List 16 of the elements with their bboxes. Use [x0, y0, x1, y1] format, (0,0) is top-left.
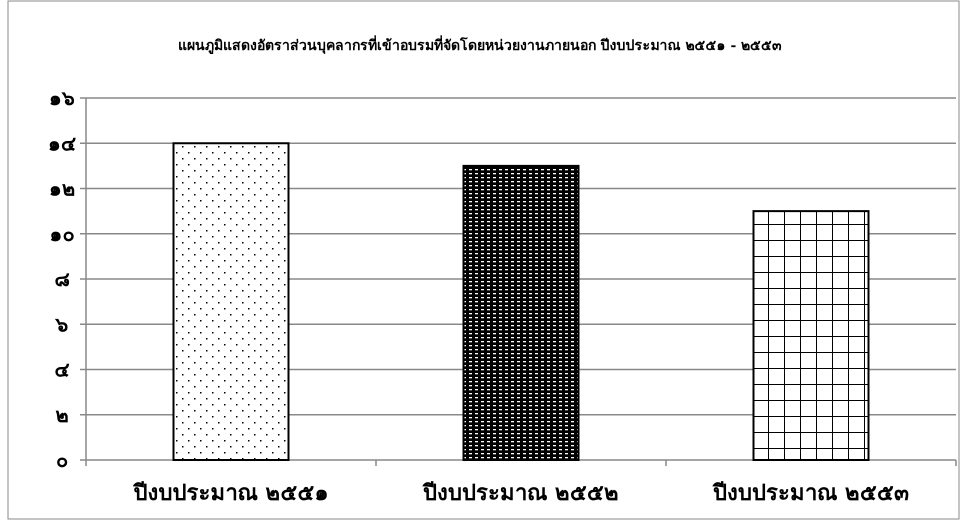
y-tick-label: ๘	[54, 267, 70, 291]
chart-title: แผนภูมิแสดงอัตราส่วนบุคลากรที่เข้าอบรมที่จัดโดยหน่วยงานภายนอก ปีงบประมาณ ๒๕๕๑ - ๒๕๕๓	[178, 35, 782, 54]
bar	[462, 164, 580, 461]
y-tick-label: ๔	[54, 358, 70, 382]
y-tick-label: ๑๒	[49, 176, 75, 200]
bar	[752, 210, 870, 461]
bar	[172, 142, 290, 461]
y-tick-label: ๖	[54, 312, 68, 336]
y-tick-label: ๑๐	[50, 222, 74, 246]
x-tick-label: ปีงบประมาณ ๒๕๕๑	[132, 480, 328, 506]
y-tick-label: ๑๔	[48, 131, 76, 156]
x-tick-label: ปีงบประมาณ ๒๕๕๓	[712, 480, 909, 506]
y-tick-label: ๐	[56, 448, 68, 472]
y-tick-label: ๑๖	[49, 86, 75, 110]
x-tick-label: ปีงบประมาณ ๒๕๕๒	[422, 480, 619, 506]
y-tick-label: ๒	[56, 402, 68, 427]
